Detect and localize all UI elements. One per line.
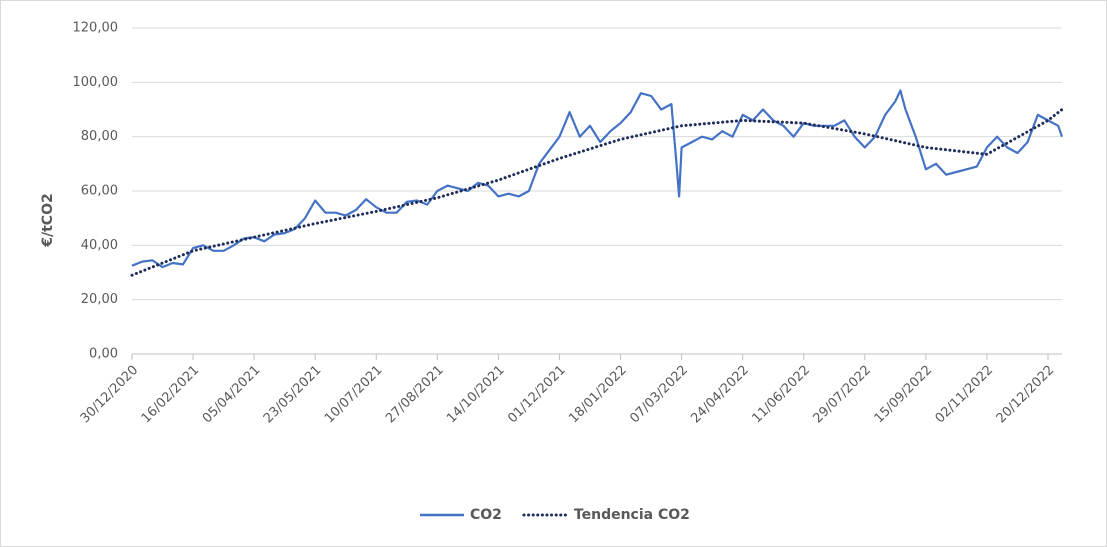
y-axis-label: €/tCO2 — [40, 193, 56, 247]
y-tick-label: 100,00 — [73, 75, 119, 90]
legend-label: Tendencia CO2 — [574, 507, 690, 523]
series-line — [130, 108, 1064, 277]
y-tick-label: 0,00 — [89, 347, 118, 362]
series-line — [131, 89, 1064, 269]
y-tick-label: 40,00 — [81, 238, 118, 253]
legend-label: CO2 — [470, 507, 502, 523]
y-tick-label: 120,00 — [73, 21, 119, 36]
y-tick-label: 20,00 — [81, 292, 118, 307]
y-tick-label: 80,00 — [81, 129, 118, 144]
y-tick-label: 60,00 — [81, 184, 118, 199]
